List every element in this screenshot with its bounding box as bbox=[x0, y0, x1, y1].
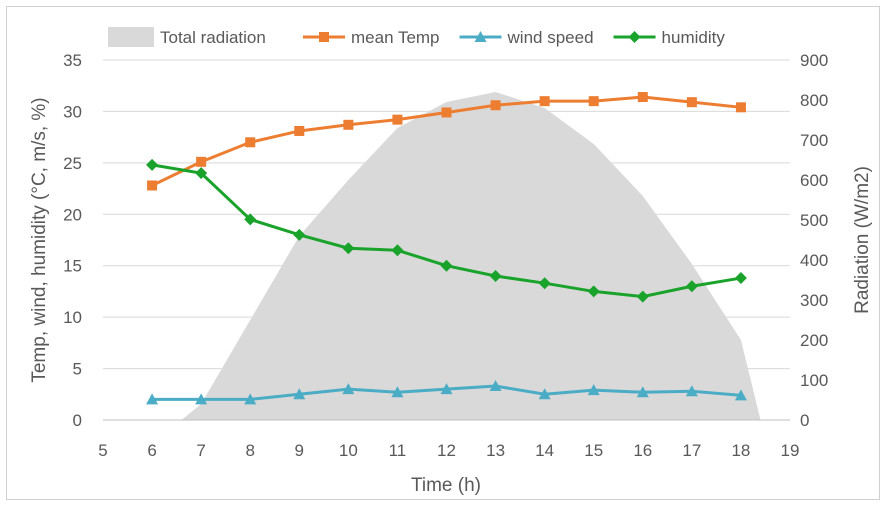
legend-label-mean-temp: mean Temp bbox=[351, 28, 440, 47]
humidity-point bbox=[587, 285, 600, 298]
radiation-area bbox=[181, 92, 761, 420]
mean-temp-point bbox=[637, 92, 648, 103]
wind-speed-point bbox=[293, 388, 306, 400]
x-tick-label: 18 bbox=[731, 441, 750, 460]
y-axis-title: Temp, wind, humidity (°C, m/s, %) bbox=[29, 97, 50, 382]
humidity-point bbox=[734, 272, 747, 285]
wind-speed-point bbox=[685, 385, 698, 397]
wind-speed-point bbox=[195, 393, 208, 405]
mean-temp-point bbox=[294, 125, 305, 136]
wind-speed-point bbox=[146, 393, 159, 405]
x-axis-title: Time (h) bbox=[411, 475, 481, 496]
y-tick-label: 5 bbox=[73, 360, 82, 379]
legend-label-humidity: humidity bbox=[662, 28, 726, 47]
humidity-point bbox=[440, 259, 453, 272]
humidity-point bbox=[538, 277, 551, 290]
mean-temp-point bbox=[441, 107, 452, 118]
y2-tick-label: 0 bbox=[800, 411, 809, 430]
x-tick-label: 7 bbox=[196, 441, 205, 460]
wind-speed-point bbox=[342, 383, 355, 395]
humidity-point bbox=[489, 270, 502, 282]
x-tick-label: 16 bbox=[633, 441, 652, 460]
wind-speed-point bbox=[244, 393, 257, 405]
x-tick-label: 12 bbox=[437, 441, 456, 460]
y2-axis-title: Radiation (W/m2) bbox=[852, 166, 873, 314]
x-tick-label: 15 bbox=[584, 441, 603, 460]
wind-speed-point bbox=[391, 386, 404, 398]
wind-speed-point bbox=[489, 380, 502, 392]
mean-temp-point bbox=[147, 180, 158, 191]
x-tick-label: 17 bbox=[682, 441, 701, 460]
wind-speed-point bbox=[636, 386, 649, 398]
legend-marker-humidity bbox=[628, 31, 641, 43]
wind-speed-point bbox=[587, 384, 600, 396]
mean-temp-point bbox=[343, 119, 354, 130]
humidity-point bbox=[195, 167, 208, 180]
x-tick-label: 9 bbox=[295, 441, 304, 460]
humidity-point bbox=[293, 228, 306, 241]
y2-tick-label: 100 bbox=[800, 371, 828, 390]
x-tick-label: 10 bbox=[339, 441, 358, 460]
mean-temp-point bbox=[539, 96, 550, 107]
y2-tick-label: 700 bbox=[800, 131, 828, 150]
mean-temp-point bbox=[735, 102, 746, 113]
y-tick-label: 20 bbox=[63, 205, 82, 224]
y2-tick-label: 200 bbox=[800, 331, 828, 350]
y2-tick-label: 900 bbox=[800, 51, 828, 70]
legend-marker-mean-temp bbox=[319, 32, 329, 42]
wind-speed-point bbox=[538, 388, 551, 400]
legend-label-wind-speed: wind speed bbox=[507, 28, 594, 47]
mean-temp-point bbox=[196, 156, 207, 167]
y2-tick-label: 300 bbox=[800, 291, 828, 310]
x-tick-label: 14 bbox=[535, 441, 554, 460]
mean-temp-point bbox=[392, 114, 403, 125]
humidity-point bbox=[391, 244, 404, 257]
wind-speed-point bbox=[734, 389, 747, 401]
y2-tick-label: 800 bbox=[800, 91, 828, 110]
y-tick-label: 15 bbox=[63, 257, 82, 276]
x-tick-label: 13 bbox=[486, 441, 505, 460]
mean-temp-point bbox=[245, 137, 256, 148]
y2-tick-label: 500 bbox=[800, 211, 828, 230]
mean-temp-point bbox=[686, 97, 697, 108]
x-tick-label: 11 bbox=[389, 441, 407, 460]
y-tick-label: 30 bbox=[63, 102, 82, 121]
mean-temp-point bbox=[588, 96, 599, 107]
wind-speed-point bbox=[440, 383, 453, 395]
y2-tick-label: 600 bbox=[800, 171, 828, 190]
humidity-point bbox=[244, 213, 257, 226]
x-tick-label: 19 bbox=[781, 441, 800, 460]
mean-temp-point bbox=[490, 100, 501, 111]
y-tick-label: 25 bbox=[63, 154, 82, 173]
y-tick-label: 10 bbox=[63, 308, 82, 327]
humidity-point bbox=[342, 242, 355, 255]
legend-swatch-total-radiation bbox=[108, 27, 154, 47]
y2-tick-label: 400 bbox=[800, 251, 828, 270]
legend-marker-wind-speed bbox=[474, 31, 487, 42]
x-tick-label: 8 bbox=[245, 441, 254, 460]
humidity-point bbox=[146, 158, 159, 171]
x-tick-label: 6 bbox=[147, 441, 156, 460]
humidity-point bbox=[685, 280, 698, 293]
x-tick-label: 5 bbox=[98, 441, 107, 460]
y-tick-label: 0 bbox=[73, 411, 82, 430]
humidity-point bbox=[636, 290, 649, 303]
legend-label-total-radiation: Total radiation bbox=[160, 28, 266, 47]
y-tick-label: 35 bbox=[63, 51, 82, 70]
